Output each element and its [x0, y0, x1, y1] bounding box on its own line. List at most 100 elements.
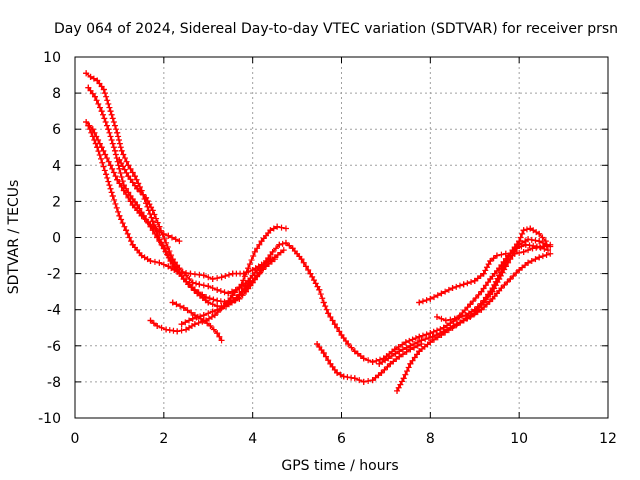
- data-point: [427, 339, 434, 346]
- data-point: [499, 266, 506, 273]
- data-point: [115, 208, 122, 215]
- data-point: [257, 269, 264, 276]
- data-point: [404, 368, 411, 375]
- data-point: [178, 321, 185, 328]
- data-point: [239, 289, 246, 296]
- data-point: [154, 219, 161, 226]
- data-point: [108, 189, 115, 196]
- data-point: [513, 269, 520, 276]
- data-point: [163, 239, 170, 246]
- data-point: [442, 288, 449, 295]
- data-point: [165, 232, 172, 239]
- data-point: [419, 298, 426, 305]
- data-point: [464, 280, 471, 287]
- data-point: [191, 321, 198, 328]
- data-point: [101, 115, 108, 122]
- data-point: [509, 247, 516, 254]
- data-point: [96, 104, 103, 111]
- data-point: [103, 155, 110, 162]
- data-point: [316, 344, 323, 351]
- chart-title: Day 064 of 2024, Sidereal Day-to-day VTE…: [54, 21, 618, 37]
- data-point: [276, 241, 283, 248]
- data-point: [302, 263, 309, 270]
- data-point: [411, 340, 418, 347]
- data-point: [272, 245, 279, 252]
- data-point: [533, 244, 540, 251]
- data-point: [254, 272, 261, 279]
- data-point: [517, 234, 524, 241]
- data-point: [348, 344, 355, 351]
- data-point: [501, 282, 508, 289]
- data-point: [468, 279, 475, 286]
- data-point: [529, 245, 536, 252]
- data-point: [480, 297, 487, 304]
- data-point: [109, 165, 116, 172]
- data-point: [121, 166, 128, 173]
- x-tick-label: 4: [248, 431, 257, 447]
- data-point: [453, 283, 460, 290]
- data-point: [242, 286, 249, 293]
- data-point: [176, 265, 183, 272]
- data-point: [107, 162, 114, 169]
- data-point: [396, 348, 403, 355]
- data-point: [250, 253, 257, 260]
- data-point: [101, 90, 108, 97]
- data-point: [106, 104, 113, 111]
- data-point: [87, 87, 94, 94]
- data-point: [384, 363, 391, 370]
- data-point: [105, 158, 112, 165]
- data-point: [282, 239, 289, 246]
- data-point: [472, 294, 479, 301]
- data-point: [411, 354, 418, 361]
- data-point: [214, 330, 221, 337]
- data-point: [225, 290, 232, 297]
- data-point: [536, 238, 543, 245]
- data-point: [123, 227, 130, 234]
- data-point: [528, 257, 535, 264]
- data-point: [168, 252, 175, 259]
- data-point: [119, 178, 126, 185]
- data-point: [178, 327, 185, 334]
- data-point: [193, 314, 200, 321]
- data-point: [216, 333, 223, 340]
- data-point: [121, 155, 128, 162]
- data-point: [105, 126, 112, 133]
- data-point: [338, 331, 345, 338]
- data-point: [526, 242, 533, 249]
- data-point: [197, 313, 204, 320]
- data-point: [528, 236, 535, 243]
- data-point: [327, 360, 334, 367]
- data-point: [423, 297, 430, 304]
- data-point: [90, 75, 97, 82]
- data-point: [536, 254, 543, 261]
- data-point: [117, 144, 124, 151]
- data-point: [340, 373, 347, 380]
- x-tick-label: 0: [71, 431, 80, 447]
- data-point: [312, 280, 319, 287]
- data-point: [525, 259, 532, 266]
- data-point: [102, 151, 109, 158]
- x-axis-label: GPS time / hours: [281, 458, 398, 474]
- data-point: [493, 252, 500, 259]
- data-point: [402, 339, 409, 346]
- data-point: [238, 281, 245, 288]
- data-point: [498, 262, 505, 269]
- data-point: [431, 294, 438, 301]
- data-point: [433, 327, 440, 334]
- data-point: [114, 176, 121, 183]
- data-point: [317, 291, 324, 298]
- data-point: [217, 288, 224, 295]
- data-point: [174, 262, 181, 269]
- data-point: [336, 328, 343, 335]
- y-tick-label: 4: [52, 158, 61, 174]
- data-point: [322, 303, 329, 310]
- data-point: [378, 369, 385, 376]
- data-point: [523, 226, 530, 233]
- data-point: [267, 251, 274, 258]
- data-point: [131, 173, 138, 180]
- data-point: [511, 244, 518, 251]
- data-point: [106, 129, 113, 136]
- data-point: [300, 259, 307, 266]
- data-point: [129, 169, 136, 176]
- data-point: [270, 225, 277, 232]
